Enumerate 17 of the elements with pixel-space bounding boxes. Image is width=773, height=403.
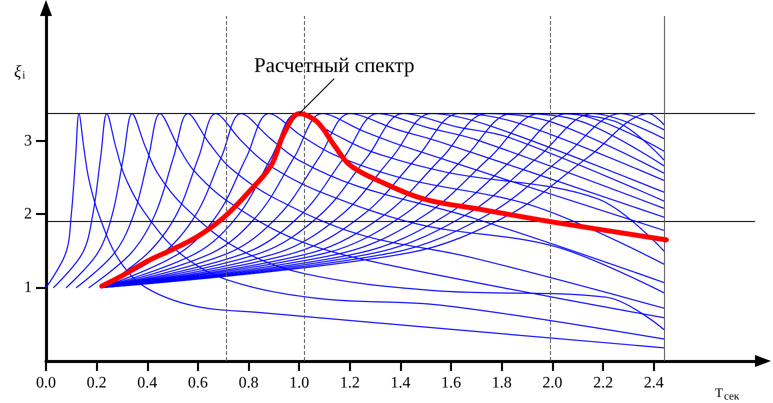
x-tick-label: 0.4: [137, 374, 158, 392]
y-tick-label: 2: [24, 206, 32, 223]
x-tick-label: 1.4: [390, 374, 410, 392]
x-tick-label: 0.8: [238, 374, 259, 392]
x-tick-label: 0.0: [36, 374, 56, 392]
x-tick-label: 0.2: [86, 374, 107, 392]
x-tick-label: 2.2: [593, 374, 614, 392]
x-tick-label: 2.0: [542, 374, 562, 392]
x-tick-label: 1.6: [441, 374, 462, 392]
x-tick-label: 2.4: [644, 374, 664, 392]
x-tick-label: 1.8: [492, 374, 512, 392]
annotation: Расчетный спектр: [254, 53, 414, 78]
x-tick-label: 0.6: [188, 374, 208, 392]
x-tick-label: 1.0: [289, 374, 310, 392]
y-tick-label: 1: [24, 279, 32, 296]
x-tick-label: 1.2: [340, 374, 360, 392]
y-tick-label: 3: [24, 132, 32, 150]
